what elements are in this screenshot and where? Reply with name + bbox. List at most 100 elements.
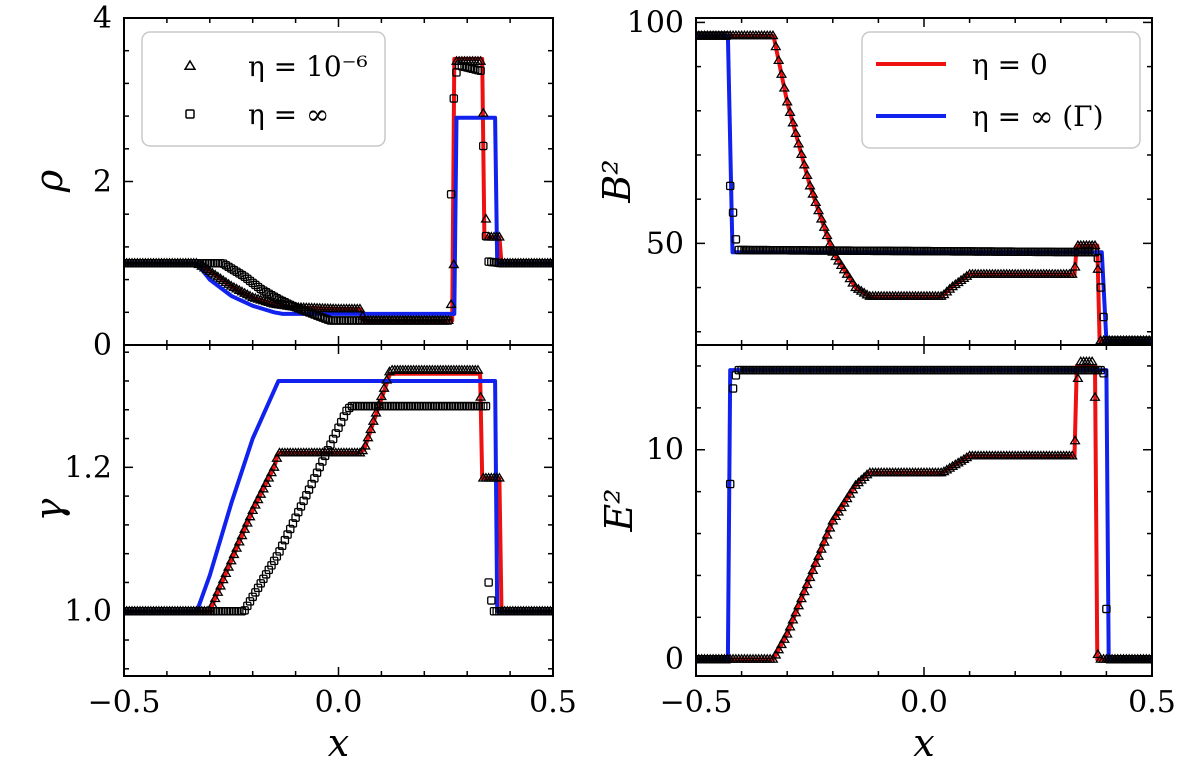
x-tick-label: 0.5 (1128, 685, 1176, 720)
marker-triangle (263, 296, 275, 307)
marker-triangle (214, 580, 227, 590)
marker-triangle (448, 258, 460, 269)
marker-square (387, 401, 397, 411)
marker-square (280, 298, 290, 307)
marker-square (1099, 369, 1108, 378)
marker-square (476, 66, 485, 75)
marker-square (323, 315, 333, 324)
y-tick-label: 2 (93, 165, 112, 200)
marker-square (226, 606, 236, 616)
panel-B2: 50 100 B² η = 0 η = ∞ (Γ) (595, 5, 1153, 346)
marker-square (232, 606, 241, 616)
series-markers-gamma-3 (124, 401, 553, 616)
marker-square (224, 606, 233, 616)
marker-triangle (357, 444, 369, 455)
marker-triangle (252, 493, 264, 504)
marker-triangle (445, 298, 457, 309)
y-axis-label: γ (27, 498, 71, 521)
marker-triangle (804, 180, 816, 190)
marker-square (294, 507, 303, 517)
marker-triangle (824, 522, 836, 532)
legend-label: η = 0 (972, 48, 1048, 81)
marker-triangle (804, 571, 816, 582)
marker-square (465, 401, 475, 411)
marker-triangle (244, 290, 256, 300)
marker-square (347, 401, 357, 411)
marker-triangle (260, 477, 272, 488)
marker-triangle (357, 310, 369, 320)
marker-triangle (815, 543, 827, 553)
marker-triangle (784, 621, 796, 631)
marker-triangle (263, 472, 275, 482)
marker-triangle (367, 415, 379, 425)
marker-triangle (770, 40, 782, 51)
marker-triangle (472, 364, 484, 374)
marker-triangle (231, 542, 243, 552)
marker-triangle (370, 407, 382, 417)
y-tick-label: 1.0 (64, 594, 112, 629)
marker-triangle (778, 633, 790, 643)
marker-square (449, 94, 459, 103)
marker-triangle (260, 295, 272, 306)
marker-triangle (795, 148, 807, 158)
marker-triangle (212, 586, 224, 596)
series-markers-E2-3 (696, 365, 1152, 664)
marker-triangle (815, 213, 827, 223)
marker-square (256, 579, 265, 588)
panel-gamma: 1.0 1.2 −0.5 0.0 0.5 γ x (27, 344, 577, 765)
marker-square (272, 294, 282, 303)
marker-square (280, 535, 290, 545)
marker-square (731, 371, 741, 380)
marker-square (422, 401, 432, 411)
marker-square (1090, 247, 1100, 257)
marker-square (307, 309, 316, 318)
series-line-E2-1 (696, 368, 1152, 662)
marker-square (299, 496, 308, 506)
marker-triangle (359, 440, 371, 450)
marker-triangle (228, 281, 240, 292)
marker-triangle (378, 382, 390, 392)
marker-square (393, 401, 402, 411)
marker-triangle (941, 286, 953, 296)
marker-square (264, 565, 274, 575)
marker-triangle (798, 159, 810, 169)
marker-square (302, 490, 311, 500)
x-tick-label: −0.5 (660, 685, 733, 720)
marker-square (261, 570, 271, 579)
marker-triangle (787, 614, 799, 624)
marker-square (342, 316, 351, 325)
x-tick-label: 0.0 (315, 685, 363, 720)
marker-square (315, 312, 324, 321)
x-axis-label: x (328, 721, 349, 765)
marker-square (548, 259, 553, 268)
marker-square (237, 606, 247, 616)
marker-square (484, 578, 493, 587)
marker-triangle (228, 548, 240, 559)
series-line-rho-1 (124, 115, 553, 316)
marker-triangle (847, 484, 859, 494)
marker-square (296, 305, 306, 314)
marker-triangle (493, 472, 505, 482)
marker-square (353, 316, 362, 325)
marker-triangle (236, 286, 248, 296)
marker-square (428, 401, 437, 411)
marker-square (398, 401, 408, 411)
plot-area (124, 364, 553, 616)
marker-triangle (778, 82, 790, 92)
marker-triangle (832, 255, 845, 265)
marker-triangle (838, 497, 850, 507)
marker-square (275, 547, 284, 556)
marker-square (1102, 604, 1111, 614)
marker-triangle (821, 229, 833, 240)
marker-square (304, 308, 314, 317)
marker-triangle (795, 593, 807, 603)
marker-square (1096, 283, 1105, 292)
marker-square (436, 401, 445, 411)
legend-marker-square (185, 109, 195, 119)
marker-triangle (844, 488, 856, 498)
marker-triangle (844, 272, 856, 283)
marker-square (385, 401, 394, 411)
marker-triangle (233, 536, 245, 546)
legend-frame (861, 31, 1141, 149)
marker-triangle (249, 292, 261, 302)
